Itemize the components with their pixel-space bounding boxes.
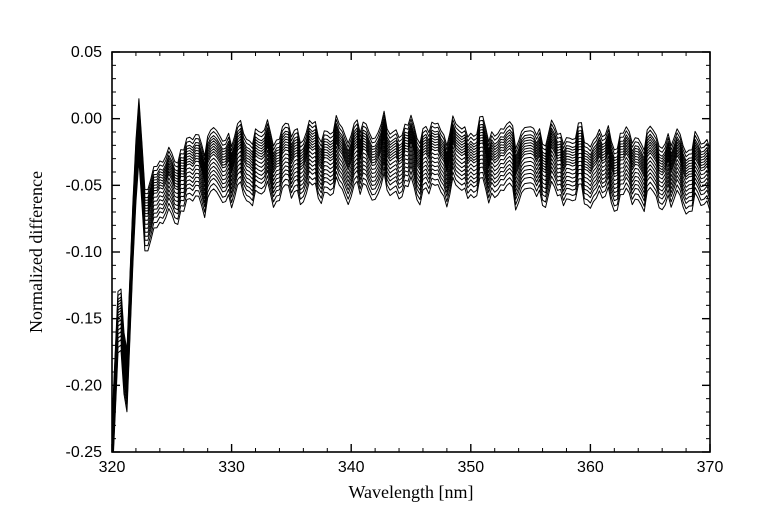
x-tick-label: 360 — [577, 459, 604, 476]
y-tick-label: -0.05 — [66, 177, 103, 194]
y-tick-label: 0.00 — [71, 111, 102, 128]
plot-frame — [112, 52, 710, 452]
spectral-difference-chart: 320 330 340 350 360 370 -0.25 -0.20 -0.15 -0.10 -0… — [0, 0, 767, 511]
y-tick-label: -0.10 — [66, 244, 103, 261]
y-axis-label: Normalized difference — [26, 171, 46, 333]
spectral-series — [112, 160, 710, 485]
x-tick-label: 350 — [457, 459, 484, 476]
y-tick-label: 0.05 — [71, 44, 102, 61]
x-axis-label: Wavelength [nm] — [348, 482, 473, 502]
x-tick-label: 320 — [99, 459, 126, 476]
x-tick-label: 370 — [697, 459, 724, 476]
y-tick-label: -0.20 — [66, 377, 103, 394]
chart-svg: 320 330 340 350 360 370 -0.25 -0.20 -0.15 -0.10 -0… — [0, 0, 767, 511]
spectral-series — [112, 149, 710, 474]
y-tick-label: -0.25 — [66, 444, 103, 461]
spectral-series — [112, 155, 710, 480]
x-tick-label: 340 — [338, 459, 365, 476]
y-tick-label: -0.15 — [66, 311, 103, 328]
series-group — [112, 99, 710, 485]
x-tick-label: 330 — [218, 459, 245, 476]
